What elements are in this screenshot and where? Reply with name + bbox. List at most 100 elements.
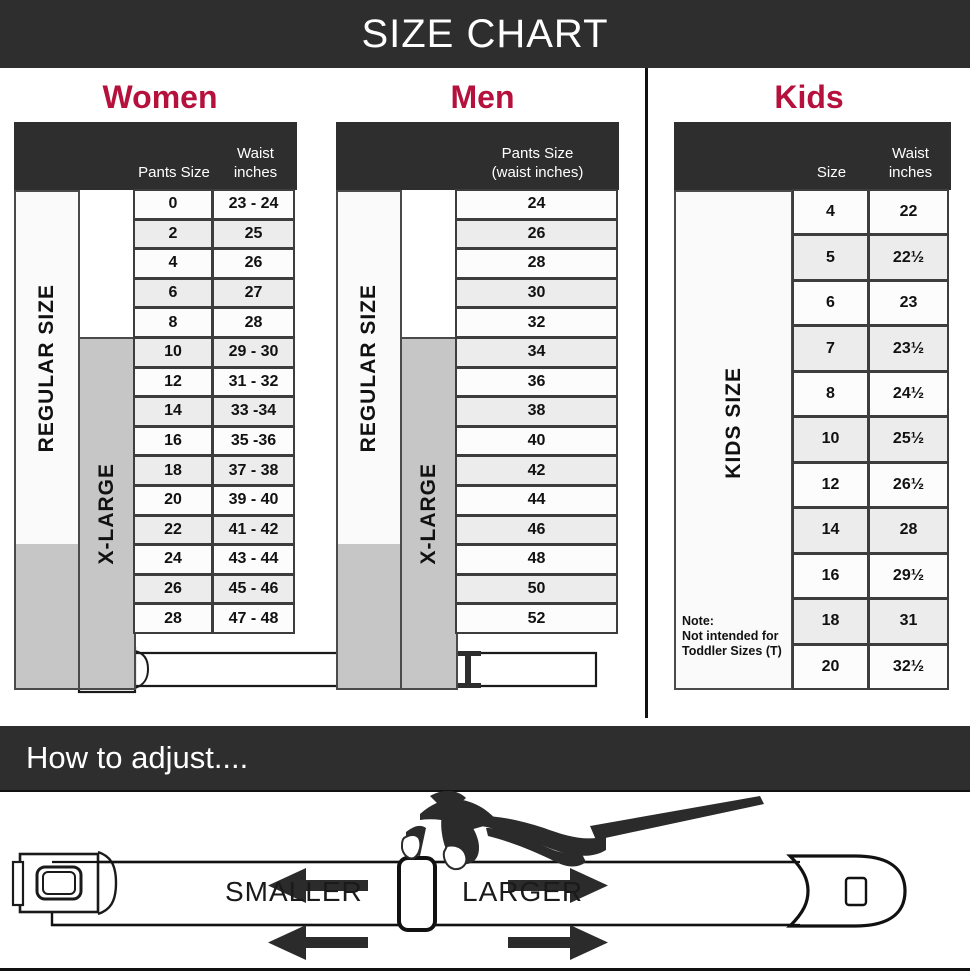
cell-size: 7 — [792, 325, 869, 372]
women-rows: 0 23 - 24 2 25 4 26 6 27 8 28 10 29 - 30 12 31 - 32 14… — [133, 189, 295, 634]
table-row: 8 28 — [133, 307, 295, 338]
section-kids: Kids — [648, 68, 970, 718]
cell-size: 14 — [792, 507, 869, 554]
section-title-women: Women — [102, 79, 218, 115]
cell-waist: 23½ — [868, 325, 949, 372]
arrow-left-icon — [268, 925, 368, 960]
cell-waist: 45 - 46 — [212, 573, 295, 605]
table-row: 12 26½ — [792, 461, 949, 509]
arrow-right-icon — [508, 868, 608, 903]
cell-size: 44 — [455, 484, 618, 516]
cell-size: 20 — [792, 643, 869, 690]
table-row: 10 29 - 30 — [133, 336, 295, 368]
cell-size: 26 — [133, 573, 213, 605]
men-table-header: Pants Size (waist inches) — [336, 122, 619, 190]
cell-size: 48 — [455, 544, 618, 575]
cell-size: 6 — [133, 277, 213, 309]
kids-note: Note: Not intended for Toddler Sizes (T) — [682, 614, 782, 658]
table-row: 38 — [455, 396, 618, 427]
cell-waist: 32½ — [868, 643, 949, 690]
table-row: 4 26 — [133, 248, 295, 279]
cell-size: 4 — [133, 248, 213, 279]
hand-pinching-icon — [406, 790, 764, 867]
men-table: Pants Size (waist inches) REGULAR SIZE X… — [336, 122, 619, 690]
table-row: 34 — [455, 336, 618, 368]
table-row: 16 35 -36 — [133, 425, 295, 457]
larger-label: LARGER — [462, 876, 584, 907]
table-row: 2 25 — [133, 218, 295, 250]
table-row: 8 24½ — [792, 370, 949, 418]
cell-waist: 22½ — [868, 234, 949, 281]
women-gray-filler — [14, 544, 80, 690]
kids-rows: 4 22 5 22½ 6 23 7 23½ 8 24½ 10 25½ 12 26½ 14 28 16 29½ 18 3… — [792, 189, 949, 690]
table-row: 7 23½ — [792, 325, 949, 372]
table-row: 32 — [455, 307, 618, 338]
table-row: 46 — [455, 514, 618, 546]
section-men: Men — [320, 68, 645, 718]
cell-size: 26 — [455, 218, 618, 250]
kids-table: Size Waist inches KIDS SIZE Note: Not in… — [674, 122, 951, 690]
table-row: 18 31 — [792, 598, 949, 645]
kids-table-header: Size Waist inches — [674, 122, 951, 190]
cell-size: 52 — [455, 603, 618, 634]
table-row: 28 — [455, 248, 618, 279]
cell-size: 16 — [792, 552, 869, 600]
table-row: 12 31 - 32 — [133, 366, 295, 398]
cell-waist: 26 — [212, 248, 295, 279]
table-row: 30 — [455, 277, 618, 309]
table-row: 50 — [455, 573, 618, 605]
table-row: 28 47 - 48 — [133, 603, 295, 634]
table-row: 36 — [455, 366, 618, 398]
kids-col-size: Size — [816, 164, 847, 181]
cell-size: 32 — [455, 307, 618, 338]
cell-size: 40 — [455, 425, 618, 457]
cell-waist: 23 - 24 — [212, 189, 295, 220]
cell-size: 28 — [133, 603, 213, 634]
cell-size: 30 — [455, 277, 618, 309]
cell-waist: 22 — [868, 189, 949, 236]
cell-waist: 24½ — [868, 370, 949, 418]
table-row: 26 — [455, 218, 618, 250]
cell-waist: 23 — [868, 279, 949, 327]
cell-waist: 28 — [868, 507, 949, 554]
cell-waist: 29 - 30 — [212, 336, 295, 368]
men-rows: 24 26 28 30 32 34 36 38 40 42 44 46 48 50 52 — [455, 189, 618, 634]
cell-waist: 25 — [212, 218, 295, 250]
men-col-pants-size: Pants Size (waist inches) — [491, 145, 584, 181]
section-divider — [645, 68, 648, 718]
table-row: 20 39 - 40 — [133, 484, 295, 516]
cell-size: 20 — [133, 484, 213, 516]
table-row: 40 — [455, 425, 618, 457]
cell-size: 2 — [133, 218, 213, 250]
how-to-adjust-bar: How to adjust.... — [0, 726, 970, 790]
adult-belt-graphic: 1.5" WIDE — [60, 639, 600, 701]
women-col-waist-inches: Waist inches — [233, 145, 278, 181]
cell-waist: 41 - 42 — [212, 514, 295, 546]
cell-size: 5 — [792, 234, 869, 281]
table-row: 14 28 — [792, 507, 949, 554]
men-gray-filler — [336, 544, 402, 690]
arrow-right-icon — [508, 925, 608, 960]
cell-size: 0 — [133, 189, 213, 220]
table-row: 0 23 - 24 — [133, 189, 295, 220]
women-table-header: Pants Size Waist inches — [14, 122, 297, 190]
smaller-label: SMALLER — [225, 876, 363, 907]
cell-waist: 31 - 32 — [212, 366, 295, 398]
table-row: 16 29½ — [792, 552, 949, 600]
cell-size: 8 — [792, 370, 869, 418]
cell-size: 42 — [455, 455, 618, 486]
belt-with-buckle-icon — [73, 646, 598, 694]
cell-waist: 25½ — [868, 416, 949, 463]
cell-waist: 43 - 44 — [212, 544, 295, 575]
men-label-regular-size: REGULAR SIZE — [336, 190, 402, 546]
cell-waist: 27 — [212, 277, 295, 309]
cell-waist: 31 — [868, 598, 949, 645]
cell-waist: 29½ — [868, 552, 949, 600]
table-row: 44 — [455, 484, 618, 516]
table-row: 18 37 - 38 — [133, 455, 295, 486]
belt-adjust-diagram — [0, 790, 970, 971]
cell-size: 8 — [133, 307, 213, 338]
cell-size: 18 — [133, 455, 213, 486]
cell-waist: 33 -34 — [212, 396, 295, 427]
women-col-pants-size: Pants Size — [138, 164, 210, 181]
